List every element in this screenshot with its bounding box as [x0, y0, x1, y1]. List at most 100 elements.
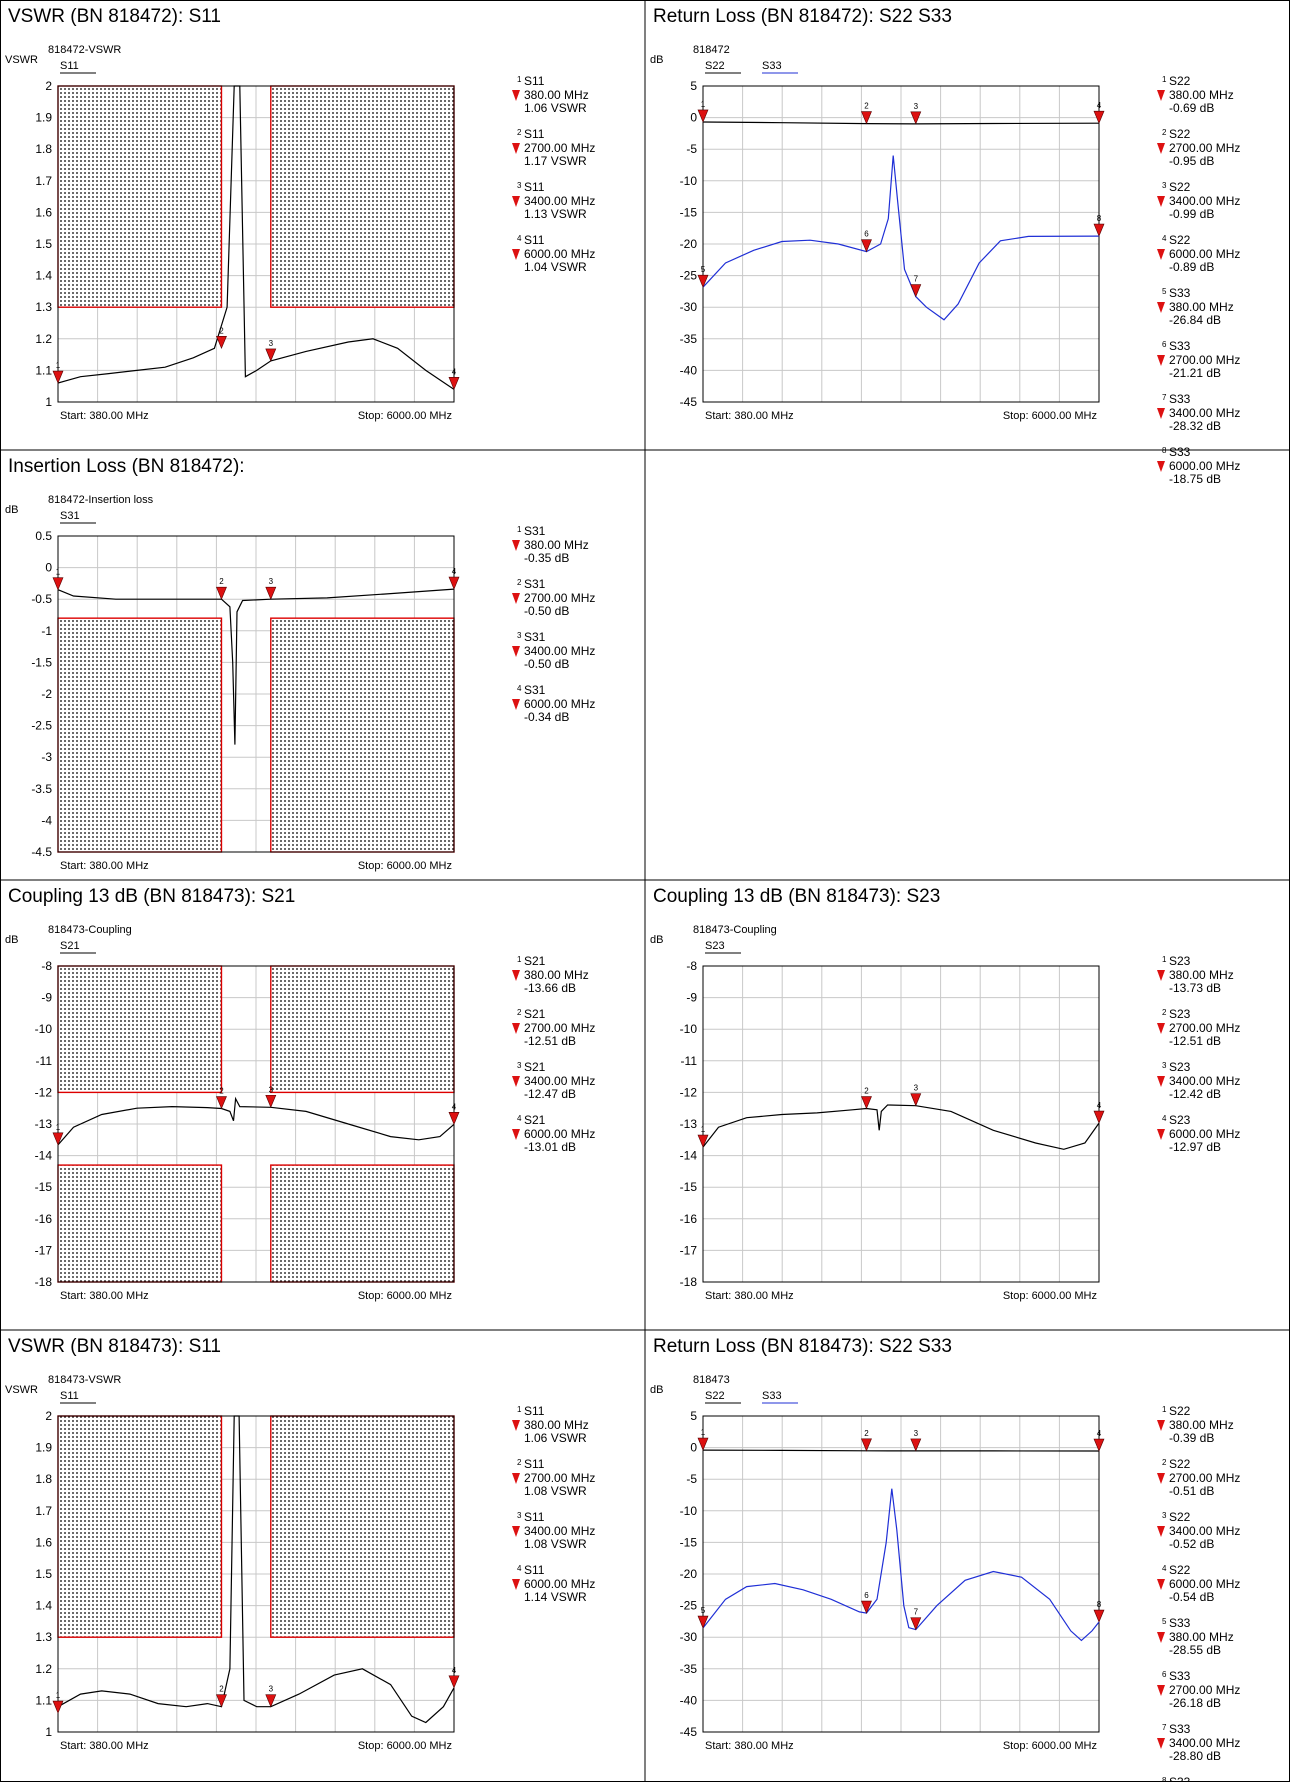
y-tick-label: -35	[680, 332, 698, 346]
document-label: 818473-Coupling	[693, 924, 777, 936]
marker-readout-number: 4	[517, 1564, 522, 1573]
limit-zone	[270, 617, 455, 853]
marker-readout-trace: S22	[1169, 180, 1191, 194]
y-tick-label: 1.2	[35, 332, 52, 346]
document-label: 818473-Coupling	[48, 924, 132, 936]
y-unit-label: VSWR	[5, 54, 38, 66]
marker-readout-icon	[512, 593, 520, 604]
marker-readout-trace: S31	[524, 577, 546, 591]
marker-readout-frequency: 6000.00 MHz	[524, 247, 595, 261]
marker-readout-value: 1.04 VSWR	[524, 260, 587, 274]
y-tick-label: -40	[680, 1693, 698, 1707]
y-tick-label: -5	[686, 1472, 697, 1486]
marker-readout-icon	[1157, 1023, 1165, 1034]
y-tick-label: -15	[680, 205, 698, 219]
marker-readout-number: 5	[1162, 1617, 1167, 1626]
limit-zone	[270, 1415, 455, 1638]
marker-number: 3	[269, 577, 274, 586]
legend-entry: S11	[60, 1390, 79, 1402]
y-tick-label: -17	[35, 1243, 53, 1257]
legend-entry: S33	[762, 1390, 782, 1402]
marker-readout-frequency: 380.00 MHz	[524, 88, 589, 102]
limit-zone	[270, 85, 455, 308]
marker-readout-value: -26.18 dB	[1169, 1696, 1221, 1710]
y-tick-label: -5	[686, 142, 697, 156]
marker-readout-number: 8	[1162, 446, 1167, 455]
series-line	[57, 1096, 455, 1146]
document-label: 818472-Insertion loss	[48, 494, 154, 506]
marker-readout-frequency: 2700.00 MHz	[1169, 1683, 1240, 1697]
limit-zone	[57, 85, 223, 308]
marker-triangle	[861, 239, 872, 253]
chart-title: Coupling 13 dB (BN 818473): S21	[8, 886, 295, 907]
marker-readout-trace: S33	[1169, 1775, 1191, 1782]
y-tick-label: -3	[41, 750, 52, 764]
y-tick-label: -15	[35, 1180, 53, 1194]
series-line	[57, 85, 455, 390]
y-tick-label: -0.5	[31, 592, 52, 606]
marker-triangle	[448, 1675, 460, 1689]
plot-area: 1 2 3 4	[52, 85, 460, 403]
y-tick-label: -4.5	[31, 845, 52, 859]
series-line	[702, 1488, 1100, 1642]
marker-readout-trace: S22	[1169, 127, 1191, 141]
marker-readout-value: -0.99 dB	[1169, 207, 1214, 221]
marker-readout-trace: S31	[524, 683, 546, 697]
y-tick-label: 1.3	[35, 1630, 52, 1644]
marker-readout-frequency: 6000.00 MHz	[524, 1127, 595, 1141]
y-tick-label: 2	[45, 1409, 52, 1423]
y-tick-label: -16	[680, 1212, 698, 1226]
marker-readout-frequency: 2700.00 MHz	[524, 141, 595, 155]
legend-entry: S21	[60, 940, 80, 952]
marker-readout-frequency: 3400.00 MHz	[1169, 1736, 1240, 1750]
marker-triangle	[265, 1094, 277, 1109]
chart-title: VSWR (BN 818473): S11	[8, 1336, 221, 1357]
y-tick-label: -10	[680, 1504, 698, 1518]
marker-readout-number: 1	[517, 955, 522, 964]
y-tick-label: 1.3	[35, 300, 52, 314]
y-unit-label: dB	[650, 1384, 663, 1396]
chart-panel-2: Return Loss (BN 818472): S22 S33818472dB…	[650, 6, 1240, 486]
y-tick-label: 1.4	[35, 1599, 52, 1613]
marker-readout-trace: S22	[1169, 1563, 1191, 1577]
marker-readout-frequency: 6000.00 MHz	[524, 697, 595, 711]
marker-readout-trace: S21	[524, 954, 546, 968]
y-tick-label: 0	[690, 111, 697, 125]
marker-triangle	[216, 1096, 227, 1110]
marker-number: 2	[219, 326, 224, 335]
y-tick-label: 1.1	[35, 1693, 52, 1707]
marker-number: 3	[269, 339, 274, 348]
marker-number: 5	[701, 1606, 706, 1615]
document-label: 818472-VSWR	[48, 44, 121, 56]
marker-number: 1	[56, 361, 61, 370]
marker-readout-value: 1.06 VSWR	[524, 101, 587, 115]
y-tick-label: -11	[36, 1054, 53, 1068]
marker-readout-icon	[512, 1473, 520, 1484]
marker-number: 2	[219, 1685, 224, 1694]
series-line	[702, 155, 1100, 321]
marker-triangle	[697, 274, 709, 289]
marker-readout-number: 4	[517, 684, 522, 693]
marker-readout-value: -13.66 dB	[524, 981, 576, 995]
y-tick-label: 1.8	[35, 142, 52, 156]
chart-title: Insertion Loss (BN 818472):	[8, 456, 245, 477]
marker-readout-number: 3	[517, 181, 522, 190]
y-tick-label: -45	[680, 395, 698, 409]
marker-triangle	[697, 1437, 709, 1451]
marker-readout-value: -21.21 dB	[1169, 366, 1221, 380]
marker-readout-trace: S23	[1169, 954, 1191, 968]
marker-readout-value: -0.50 dB	[524, 657, 569, 671]
y-unit-label: dB	[650, 934, 663, 946]
y-tick-label: 1.6	[35, 1535, 52, 1549]
legend-entry: S33	[762, 60, 782, 72]
